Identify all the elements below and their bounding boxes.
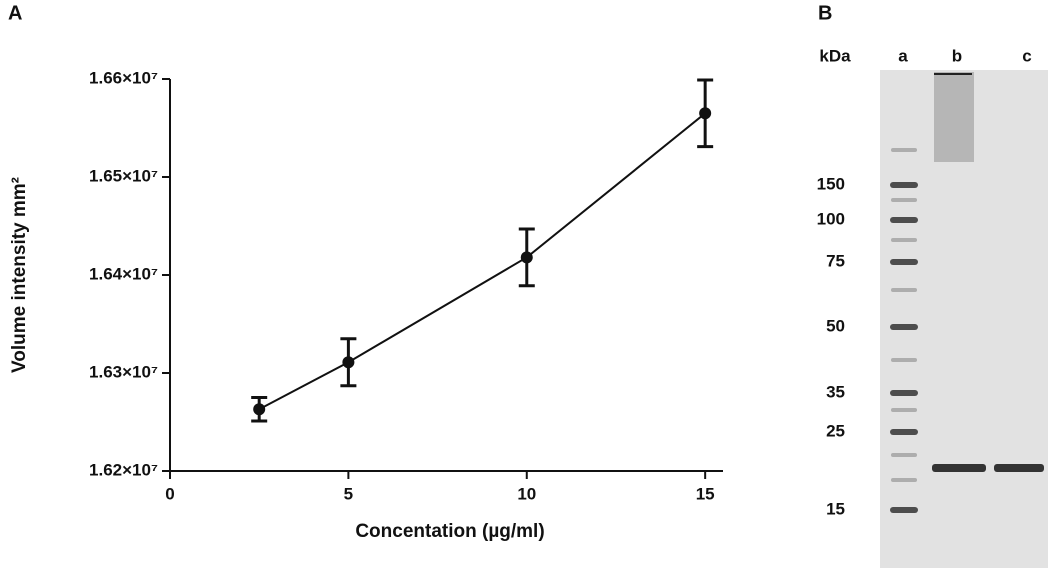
y-axis-title: Volume intensity mm² xyxy=(9,177,30,373)
x-tick-label: 5 xyxy=(344,484,353,503)
marker-label: 15 xyxy=(826,499,845,518)
marker-label: 150 xyxy=(817,174,845,193)
data-line xyxy=(258,112,706,411)
marker-label: 100 xyxy=(817,209,845,228)
y-tick-label: 1.63×10⁷ xyxy=(89,362,158,381)
x-tick-label: 10 xyxy=(517,484,536,503)
marker-band xyxy=(890,390,918,396)
faint-band xyxy=(891,288,917,292)
faint-band xyxy=(891,198,917,202)
y-tick-label: 1.62×10⁷ xyxy=(89,460,158,479)
marker-band xyxy=(890,507,918,513)
smear xyxy=(934,72,974,162)
faint-band xyxy=(891,408,917,412)
x-tick-label: 0 xyxy=(165,484,174,503)
protein-band xyxy=(932,464,986,472)
faint-band xyxy=(891,148,917,152)
unit-label: kDa xyxy=(819,46,851,65)
marker-band xyxy=(890,259,918,265)
data-point xyxy=(253,403,266,416)
x-axis-title: Concentation (µg/ml) xyxy=(355,521,544,542)
data-point xyxy=(699,107,712,120)
marker-band xyxy=(890,324,918,330)
data-point xyxy=(342,356,355,369)
panel-label: B xyxy=(818,2,832,24)
marker-band xyxy=(890,217,918,223)
marker-label: 50 xyxy=(826,316,845,335)
marker-label: 75 xyxy=(826,251,845,270)
data-point xyxy=(520,251,533,264)
panel-label: A xyxy=(8,2,22,24)
y-tick-label: 1.65×10⁷ xyxy=(89,166,158,185)
marker-label: 25 xyxy=(826,421,845,440)
marker-band xyxy=(890,182,918,188)
lane-label: a xyxy=(898,46,908,65)
marker-label: 35 xyxy=(826,382,845,401)
faint-band xyxy=(891,358,917,362)
protein-band xyxy=(994,464,1044,472)
faint-band xyxy=(891,453,917,457)
faint-band xyxy=(891,238,917,242)
y-tick-label: 1.64×10⁷ xyxy=(89,264,158,283)
y-tick-label: 1.66×10⁷ xyxy=(89,68,158,87)
lane-label: b xyxy=(952,46,962,65)
marker-band xyxy=(890,429,918,435)
lane-label: c xyxy=(1022,46,1031,65)
faint-band xyxy=(891,478,917,482)
x-tick-label: 15 xyxy=(696,484,715,503)
